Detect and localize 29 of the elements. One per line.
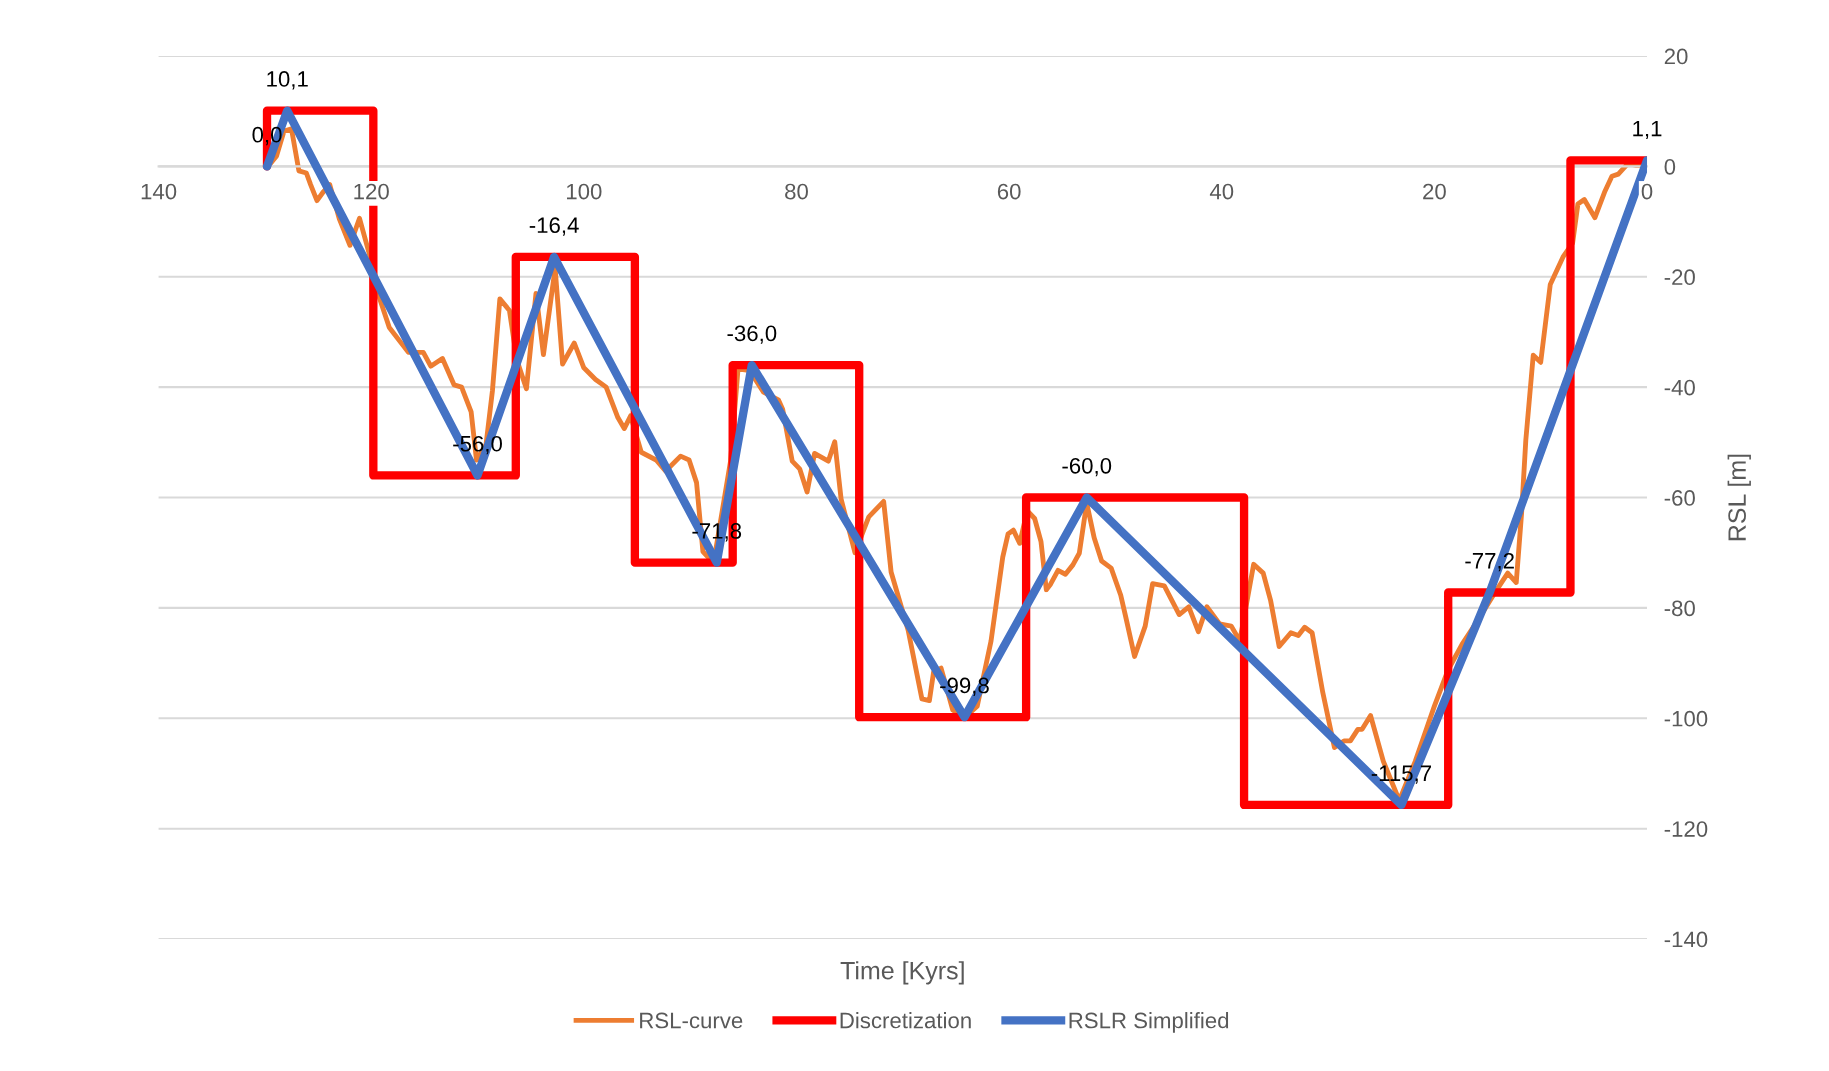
y-tick-label: -40 bbox=[1664, 379, 1695, 396]
legend-label: RSLR Simplified bbox=[1069, 1012, 1229, 1033]
x-tick-label: 100 bbox=[567, 183, 602, 200]
y-tick-label: -60 bbox=[1664, 490, 1695, 506]
x-tick-label: 80 bbox=[785, 183, 808, 200]
legend-label: RSL-curve bbox=[640, 1012, 743, 1029]
x-tick-label: 20 bbox=[1423, 183, 1446, 200]
y-tick-label: -140 bbox=[1664, 931, 1708, 948]
y-tick-label: -80 bbox=[1664, 600, 1695, 617]
x-axis-title: Time [Kyrs] bbox=[840, 961, 964, 985]
y-tick-label: -100 bbox=[1664, 710, 1708, 727]
y-tick-label: -120 bbox=[1664, 821, 1708, 837]
y-tick-label: 0 bbox=[1664, 158, 1676, 175]
data-label: -60,0 bbox=[1062, 457, 1112, 477]
legend-label: Discretization bbox=[840, 1012, 971, 1029]
data-label: -36,0 bbox=[727, 325, 777, 344]
data-label: -16,4 bbox=[529, 217, 579, 236]
x-tick-label: 140 bbox=[141, 183, 177, 200]
data-label: 1,1 bbox=[1633, 120, 1662, 140]
x-tick-label: 40 bbox=[1209, 183, 1234, 200]
data-label: 10,1 bbox=[267, 71, 308, 90]
data-label: 0,0 bbox=[252, 126, 282, 146]
y-axis-title: RSL [m] bbox=[1727, 454, 1751, 541]
x-tick-label: 60 bbox=[997, 183, 1021, 200]
x-tick-label: 120 bbox=[354, 183, 389, 200]
x-tick-label: 0 bbox=[1641, 183, 1653, 200]
y-tick-label: -20 bbox=[1664, 269, 1695, 286]
y-tick-label: 20 bbox=[1664, 48, 1688, 65]
data-label: -71,8 bbox=[692, 523, 742, 542]
